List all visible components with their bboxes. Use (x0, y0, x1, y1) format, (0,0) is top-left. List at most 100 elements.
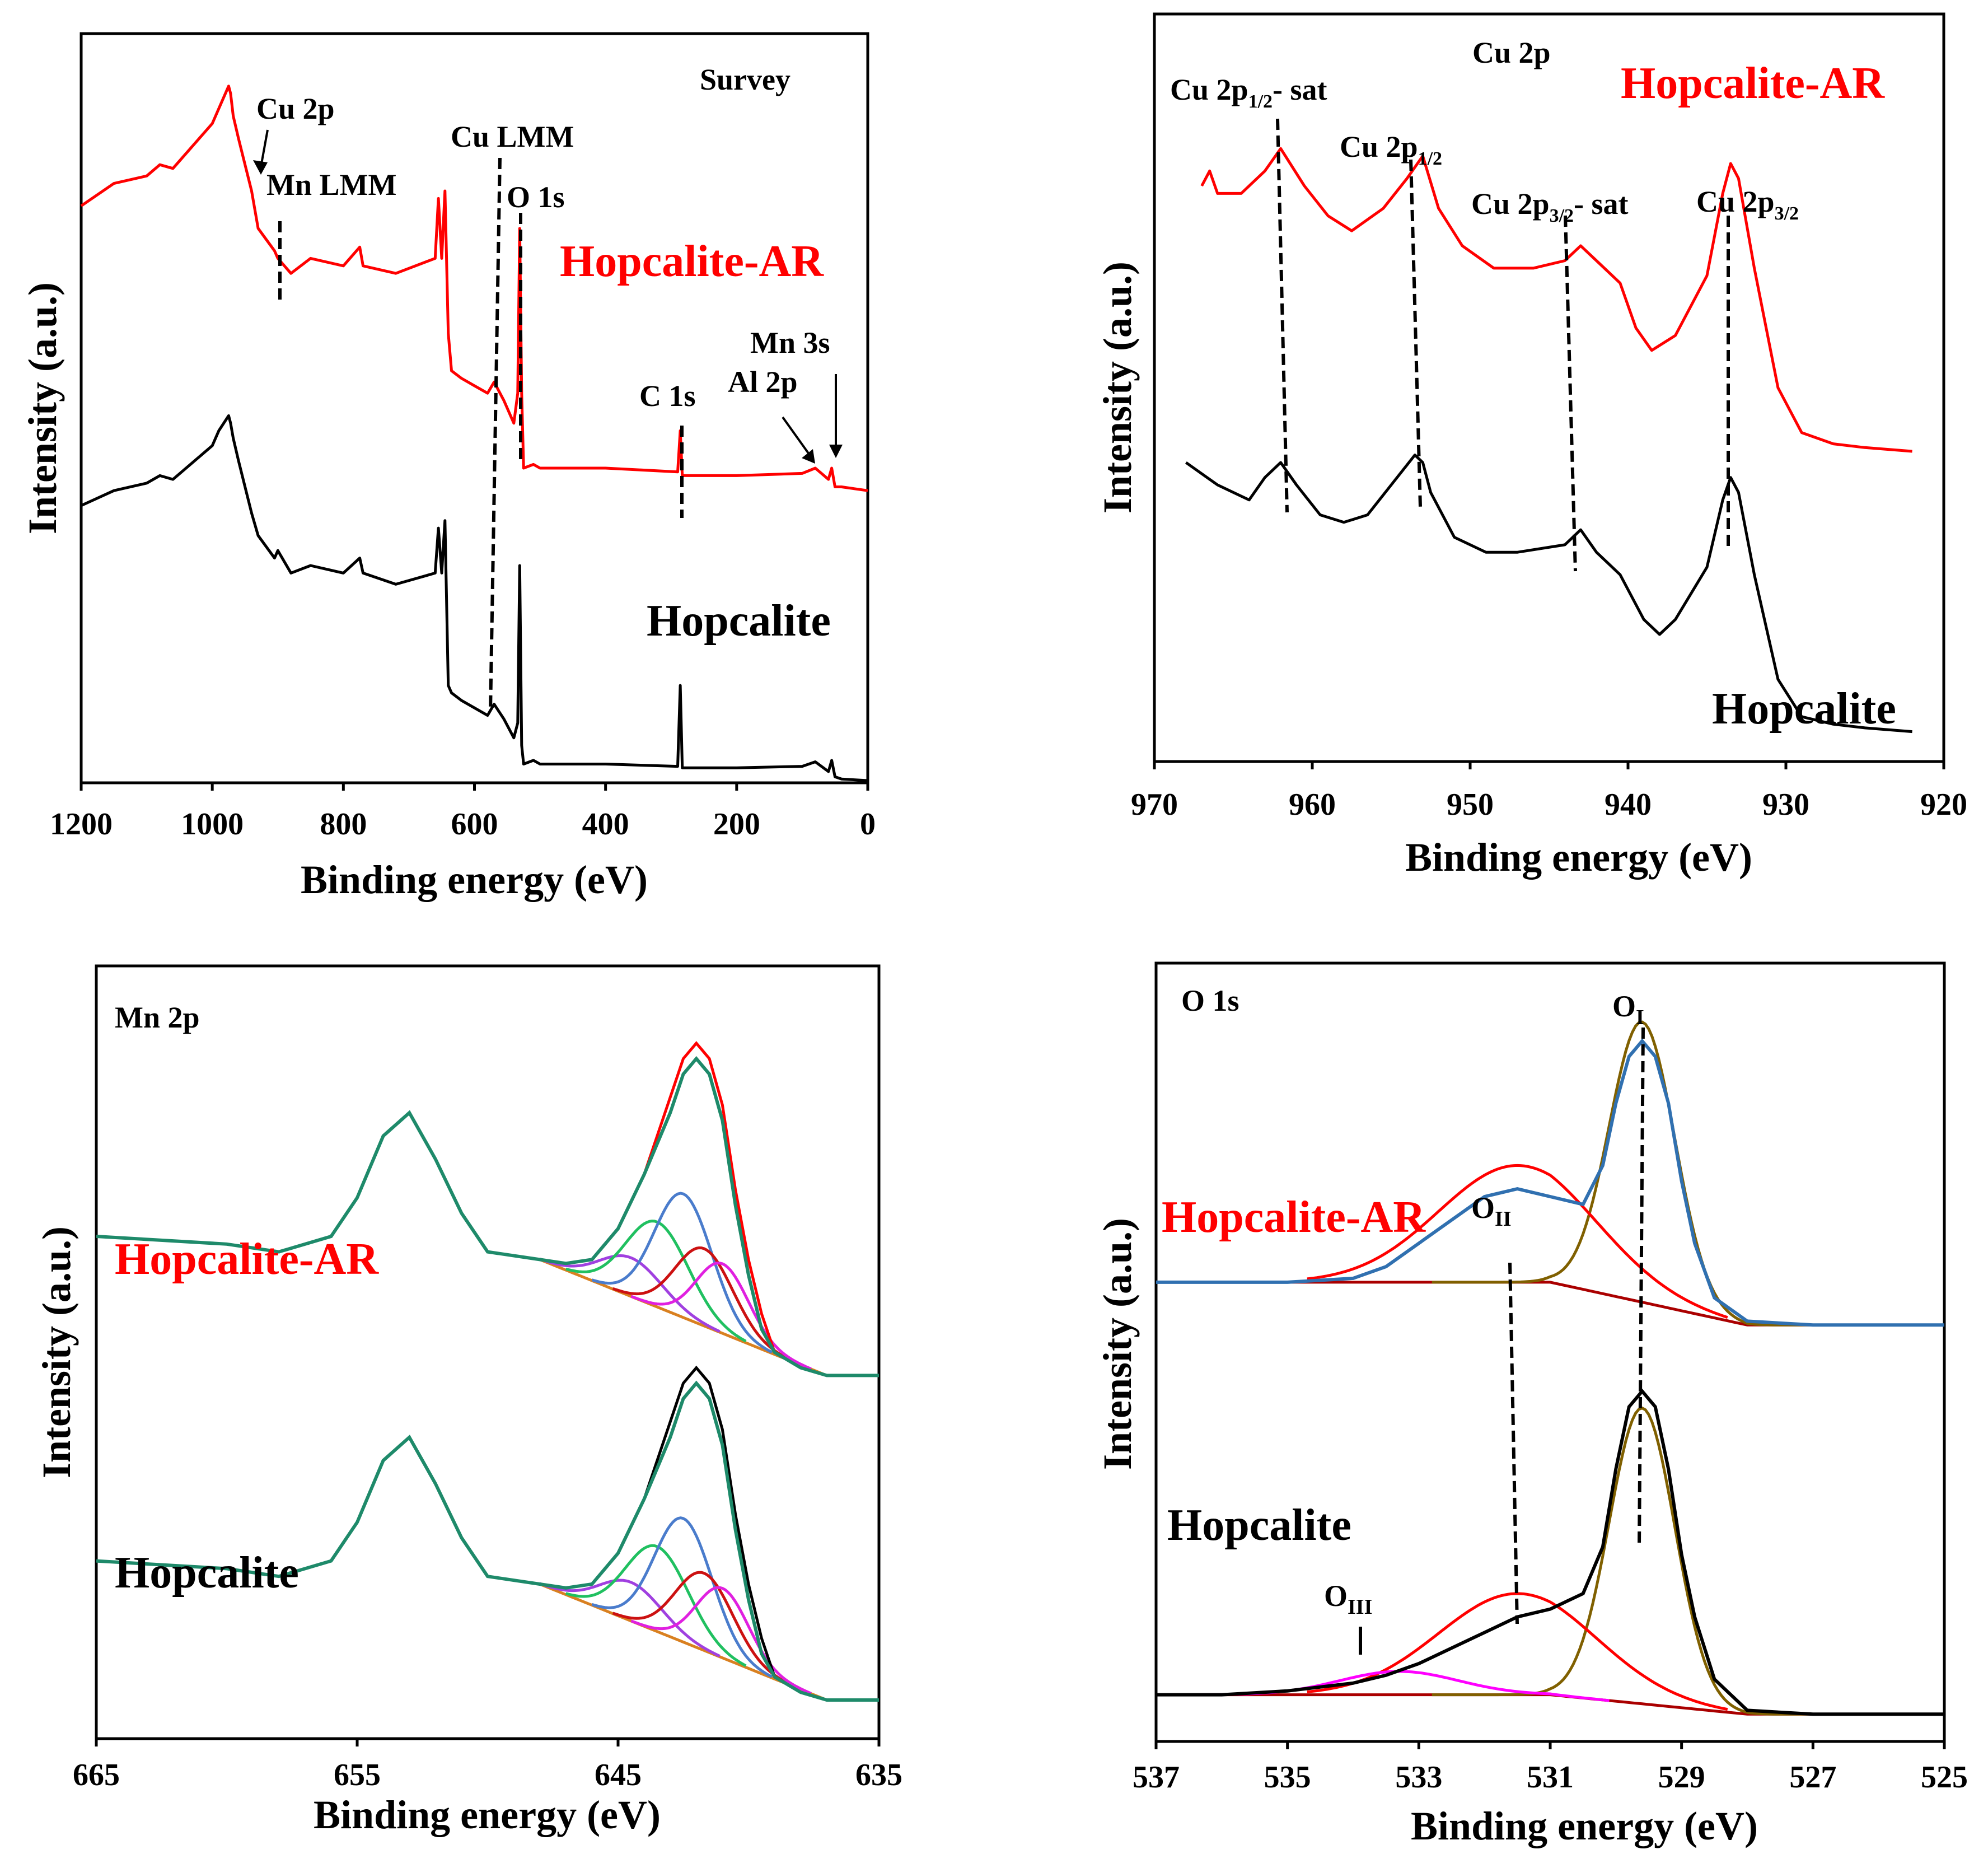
o1s-title: O 1s (1181, 984, 1239, 1017)
label-cu2p32-sub: 3/2 (1775, 203, 1799, 224)
arrow-cu2p (260, 129, 269, 167)
cu2p-series-hopcalite (1185, 454, 1912, 734)
o1s-component-oiii (1189, 1670, 1610, 1702)
arrow-al2p (782, 416, 812, 457)
label-al2p: Al 2p (728, 365, 798, 399)
guide-oi (1638, 1027, 1645, 1546)
guide-cu2p12sat (1276, 118, 1289, 513)
label-cu2p12-sub: 1/2 (1418, 148, 1442, 169)
survey-xtick-label: 600 (451, 807, 498, 842)
mn2p-traces (96, 1041, 879, 1702)
guide-cu2p32sat (1564, 215, 1577, 572)
panel-survey: 1200 1000 800 600 400 200 0 Survey Cu 2p Mn LM… (20, 32, 876, 902)
mn2p-fit-component (630, 1586, 812, 1695)
survey-series-hopcalite (80, 414, 868, 782)
label-mn-lmm: Mn LMM (266, 168, 396, 202)
survey-title: Survey (700, 63, 790, 96)
mn2p-xtick-label: 635 (855, 1758, 902, 1792)
label-oiii-a: O (1324, 1579, 1348, 1613)
mn2p-fit-component (565, 1544, 747, 1668)
mn2p-fit-component (591, 1516, 773, 1678)
survey-xtick-label: 400 (582, 807, 629, 842)
cu2p-xtick-label: 950 (1447, 787, 1494, 822)
o1s-traces (1156, 1020, 1944, 1716)
mn2p-x-ticks: 665 655 645 635 (73, 1739, 902, 1792)
label-cu2p32sat-b: - sat (1574, 187, 1628, 221)
survey-guides (278, 157, 684, 712)
label-cu2p: Cu 2p (256, 92, 335, 125)
o1s-baseline (1156, 1281, 1938, 1327)
cu2p-axes-frame (1153, 12, 1945, 763)
label-hopcalite-ar: Hopcalite-AR (1162, 1193, 1426, 1242)
o1s-xtick-label: 533 (1395, 1760, 1442, 1795)
survey-traces (80, 85, 868, 782)
label-oiii-sub: III (1348, 1595, 1372, 1619)
mn2p-ylabel: Intensity (a.u.) (34, 1226, 79, 1478)
cu2p-ylabel: Intensity (a.u.) (1095, 261, 1140, 513)
label-oi: OI (1612, 989, 1644, 1029)
label-cu-lmm: Cu LMM (451, 120, 574, 153)
survey-xtick-label: 0 (860, 807, 876, 842)
panel-o1s: 537 535 533 531 529 527 525 O 1s OI OII OIII H… (1095, 961, 1968, 1848)
o1s-xtick-label: 535 (1264, 1760, 1311, 1795)
mn2p-axes-frame (95, 964, 881, 1740)
mn2p-xtick-label: 645 (595, 1758, 642, 1792)
o1s-xtick-label: 537 (1133, 1760, 1180, 1795)
survey-xtick-label: 1200 (50, 807, 113, 842)
label-cu2p32sat-sub: 3/2 (1550, 206, 1574, 226)
o1s-xtick-label: 527 (1789, 1760, 1836, 1795)
mn2p-fit-component (565, 1220, 747, 1343)
label-cu2p12: Cu 2p1/2 (1340, 130, 1442, 169)
mn2p-envelope-hopcalite (96, 1380, 879, 1702)
cu2p-title: Cu 2p (1472, 36, 1551, 69)
o1s-component-oi (1432, 1406, 1853, 1716)
label-oii-sub: II (1495, 1207, 1512, 1231)
o1s-envelope-hopcalite-ar (1156, 1038, 1944, 1327)
label-cu2p12sat-b: - sat (1273, 73, 1327, 106)
label-hopcalite-ar: Hopcalite-AR (115, 1235, 379, 1284)
survey-xlabel: Binding energy (eV) (301, 857, 648, 902)
mn2p-envelope-hopcalite-ar (96, 1056, 879, 1377)
label-mn3s: Mn 3s (750, 326, 830, 359)
o1s-x-ticks: 537 535 533 531 529 527 525 (1133, 1741, 1968, 1795)
mn2p-fit-component (630, 1262, 812, 1370)
label-hopcalite: Hopcalite (1167, 1501, 1351, 1550)
label-oi-a: O (1612, 989, 1636, 1023)
arrow-al2p-head (802, 449, 815, 464)
cu2p-xtick-label: 960 (1289, 787, 1336, 822)
cu2p-xtick-label: 930 (1762, 787, 1809, 822)
o1s-component-oii (1307, 1164, 1728, 1319)
o1s-xtick-label: 531 (1527, 1760, 1574, 1795)
mn2p-xtick-label: 655 (334, 1758, 381, 1792)
o1s-guides (1508, 1027, 1645, 1624)
o1s-xtick-label: 525 (1921, 1760, 1968, 1795)
label-c1s: C 1s (639, 379, 696, 413)
survey-xtick-label: 200 (713, 807, 760, 842)
label-hopcalite: Hopcalite (1712, 684, 1896, 734)
label-o1s: O 1s (507, 180, 565, 214)
panel-mn2p: 665 655 645 635 Mn 2p Hopcalite-AR Hopcalit… (34, 964, 902, 1837)
o1s-xtick-label: 529 (1658, 1760, 1705, 1795)
mn2p-xlabel: Binding energy (eV) (314, 1792, 661, 1837)
o1s-xlabel: Binding energy (eV) (1411, 1804, 1758, 1848)
guide-oii (1508, 1262, 1519, 1624)
label-cu2p32sat-a: Cu 2p (1471, 187, 1550, 221)
arrow-mn3s-head (829, 445, 843, 458)
guide-cu-lmm (489, 157, 502, 712)
label-cu2p12sat-sub: 1/2 (1248, 91, 1273, 112)
o1s-envelope-hopcalite (1156, 1388, 1944, 1716)
label-hopcalite-ar: Hopcalite-AR (560, 237, 824, 286)
o1s-ylabel: Intensity (a.u.) (1095, 1218, 1140, 1470)
mn2p-fit-component (612, 1246, 794, 1363)
survey-x-ticks: 1200 1000 800 600 400 200 0 (50, 783, 876, 842)
label-oii: OII (1471, 1191, 1512, 1231)
label-cu2p12sat-a: Cu 2p (1170, 73, 1248, 106)
o1s-component-oi (1432, 1020, 1853, 1327)
label-cu2p12-a: Cu 2p (1340, 130, 1418, 164)
label-oiii: OIII (1324, 1579, 1372, 1619)
label-hopcalite-ar: Hopcalite-AR (1621, 59, 1885, 108)
survey-arrows (253, 129, 843, 464)
label-hopcalite: Hopcalite (647, 596, 831, 646)
cu2p-xtick-label: 920 (1920, 787, 1967, 822)
